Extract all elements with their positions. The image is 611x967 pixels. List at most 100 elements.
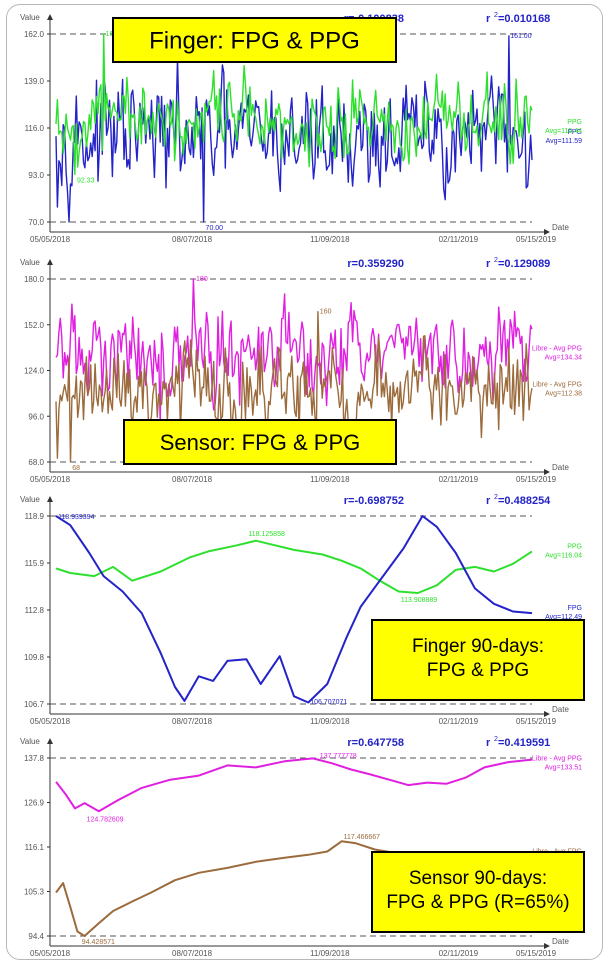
chart-panel-3: Value Date 106.7 109.8 112.8 115.9 118.9 05/05/… — [20, 494, 585, 726]
y-tick-label: 116.0 — [25, 124, 45, 133]
y-tick-label: 124.0 — [24, 367, 45, 376]
series-name-label: FPG — [568, 129, 582, 136]
x-axis-arrow — [544, 469, 550, 475]
x-tick-label: 08/07/2018 — [172, 475, 213, 484]
series-line-1 — [55, 539, 533, 594]
max-point-label: 161.00 — [510, 33, 532, 40]
y-tick-label: 162.0 — [24, 30, 45, 39]
x-axis-label: Date — [552, 705, 569, 714]
y-tick-label: 115.9 — [25, 559, 45, 568]
series-name-label: FPG — [568, 605, 582, 612]
series-line-1 — [55, 757, 533, 813]
max-point-label: 160 — [320, 309, 332, 316]
figure-frame — [6, 4, 603, 960]
y-tick-label: 180.0 — [24, 275, 45, 284]
chart-panel-4: Value Date 94.4 105.3 116.1 126.9 137.8 05/05/2… — [20, 736, 585, 958]
chart-title-box — [112, 17, 397, 63]
y-tick-label: 96.0 — [28, 412, 44, 421]
point-label: 137.777778 — [320, 753, 357, 760]
r-squared-exponent: 2 — [494, 494, 498, 501]
r-squared-exponent: 2 — [494, 257, 498, 264]
x-tick-label: 05/15/2019 — [516, 949, 557, 958]
r-squared-value: =0.129089 — [498, 258, 550, 270]
series-name-label: Libre - Avg PPG — [532, 346, 582, 353]
min-point-label: 68 — [72, 465, 80, 472]
y-axis-arrow — [47, 14, 53, 20]
y-axis-arrow — [47, 496, 53, 502]
x-axis-label: Date — [552, 463, 569, 472]
min-point-label: 92.33 — [77, 177, 95, 184]
y-axis-arrow — [47, 738, 53, 744]
series-avg-label: Avg=111.59 — [546, 138, 583, 145]
chart-title-box — [371, 851, 585, 933]
y-tick-label: 105.3 — [24, 888, 45, 897]
y-tick-label: 109.8 — [24, 653, 45, 662]
series-avg-label: Avg=134.34 — [545, 355, 583, 362]
series-line-1 — [55, 278, 533, 426]
y-tick-label: 139.0 — [24, 77, 45, 86]
x-tick-label: 02/11/2019 — [439, 235, 479, 244]
series-avg-label: Avg=133.51 — [545, 764, 583, 771]
point-label: 117.466667 — [344, 834, 381, 841]
max-point-label: 180 — [196, 276, 208, 283]
point-label: 118.125858 — [248, 531, 285, 538]
y-tick-label: 93.0 — [28, 171, 44, 180]
r-squared-value: =0.419591 — [498, 737, 550, 749]
r-squared-symbol: r — [486, 737, 491, 749]
y-tick-label: 70.0 — [28, 218, 44, 227]
point-label: 113.908889 — [401, 597, 438, 604]
y-tick-label: 94.4 — [28, 932, 44, 941]
chart-title: Sensor: FPG & PPG — [160, 430, 361, 455]
correlation-r: r=-0.698752 — [344, 495, 404, 507]
correlation-r: r=0.647758 — [347, 737, 404, 749]
x-tick-label: 11/09/2018 — [310, 475, 350, 484]
series-avg-label: Avg=112.38 — [545, 390, 582, 397]
y-axis-label: Value — [20, 737, 40, 746]
chart-title: Finger: FPG & PPG — [149, 28, 360, 55]
x-tick-label: 02/11/2019 — [439, 949, 479, 958]
x-axis-arrow — [544, 711, 550, 717]
x-tick-label: 05/15/2019 — [516, 475, 557, 484]
point-label: 94.428571 — [82, 939, 115, 946]
y-axis-label: Value — [20, 258, 40, 267]
x-tick-label: 08/07/2018 — [172, 949, 213, 958]
x-tick-label: 05/15/2019 — [516, 235, 557, 244]
x-tick-label: 05/05/2018 — [30, 475, 71, 484]
x-tick-label: 02/11/2019 — [439, 717, 479, 726]
series-avg-label: Avg=112.49 — [545, 614, 582, 621]
min-point-label: 70.00 — [206, 225, 224, 232]
y-tick-label: 137.8 — [24, 754, 45, 763]
chart-title: Sensor 90-days: FPG & PPG (R=65%) — [386, 868, 569, 913]
chart-title: Finger 90-days: FPG & PPG — [412, 636, 544, 681]
x-tick-label: 11/09/2018 — [310, 949, 350, 958]
x-tick-label: 05/15/2019 — [516, 717, 557, 726]
x-tick-label: 05/05/2018 — [30, 717, 71, 726]
correlation-r: r=0.359290 — [347, 258, 404, 270]
x-tick-label: 08/07/2018 — [172, 235, 213, 244]
series-name-label: PPG — [567, 543, 582, 550]
x-tick-label: 11/09/2018 — [310, 717, 350, 726]
y-tick-label: 112.8 — [25, 606, 45, 615]
y-axis-arrow — [47, 259, 53, 265]
y-tick-label: 106.7 — [24, 700, 45, 709]
series-avg-label: Avg=116.04 — [545, 552, 582, 559]
series-line-2 — [55, 311, 533, 463]
y-tick-label: 68.0 — [28, 458, 44, 467]
chart-panel-1: Value Date 70.0 93.0 116.0 139.0 162.0 05/05/20… — [20, 12, 582, 244]
chart-title-box — [371, 619, 585, 701]
series-avg-label: Avg=116.44 — [545, 128, 582, 135]
x-tick-label: 05/05/2018 — [30, 235, 71, 244]
x-axis-arrow — [544, 229, 550, 235]
series-name-label: Libre - Avg PPG — [532, 755, 582, 762]
x-axis-label: Date — [552, 223, 569, 232]
x-tick-label: 05/05/2018 — [30, 949, 71, 958]
series-name-label: PPG — [567, 119, 582, 126]
point-label: 118.939394 — [58, 514, 95, 521]
y-axis-label: Value — [20, 13, 40, 22]
y-tick-label: 118.9 — [25, 512, 45, 521]
r-squared-symbol: r — [486, 13, 491, 25]
r-squared-value: =0.488254 — [498, 495, 551, 507]
series-line-2 — [55, 515, 533, 704]
max-point-label: 162 — [106, 31, 118, 38]
